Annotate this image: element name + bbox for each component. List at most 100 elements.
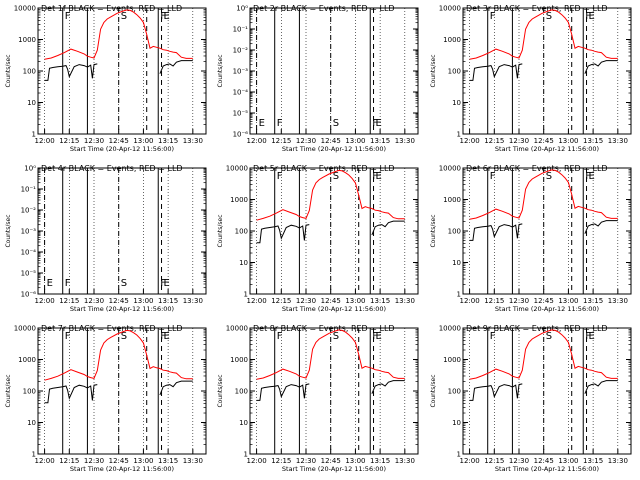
y-tick-label: 10⁰: [24, 165, 36, 173]
x-tick-label: 12:15: [59, 137, 79, 145]
x-tick-label: 12:00: [246, 457, 266, 465]
y-axis-label: Counts/sec: [430, 54, 437, 87]
event-marker-label: F: [585, 171, 591, 182]
y-tick-label: 10000: [439, 5, 461, 13]
y-tick-label: 10: [452, 99, 461, 107]
event-marker-label: S: [333, 118, 339, 129]
chart-title: Det 7r BLACK = Events, RED = LLD: [41, 324, 183, 333]
y-tick-label: 10⁻⁵: [21, 270, 37, 278]
x-tick-label: 12:30: [296, 457, 316, 465]
chart-title: Det 2r BLACK = Events, RED = LLD: [253, 4, 395, 13]
x-tick-label: 12:00: [34, 457, 54, 465]
x-axis-title: Start Time (20-Apr-12 11:56:00): [70, 145, 174, 153]
y-tick-label: 1000: [230, 356, 248, 364]
x-axis-title: Start Time (20-Apr-12 11:56:00): [70, 305, 174, 313]
y-tick-label: 1: [457, 131, 461, 139]
y-tick-label: 10: [239, 259, 248, 267]
series-line-events: [469, 60, 618, 81]
series-line-lld: [469, 329, 618, 380]
chart-title: Det 3r BLACK = Events, RED = LLD: [466, 4, 608, 13]
y-tick-label: 10⁻³: [21, 228, 37, 236]
event-marker-label: F: [160, 331, 166, 342]
y-tick-label: 100: [448, 68, 461, 76]
event-marker-label: F: [585, 11, 591, 22]
y-tick-label: 10000: [439, 165, 461, 173]
y-tick-label: 10⁻⁴: [21, 249, 37, 257]
y-tick-label: 10⁻²: [21, 207, 37, 215]
x-tick-label: 13:30: [608, 457, 628, 465]
y-tick-label: 10⁻¹: [21, 186, 37, 194]
event-marker-label: S: [121, 278, 127, 289]
y-tick-label: 10⁻⁵: [233, 110, 249, 118]
y-tick-label: 10000: [226, 325, 248, 333]
series-line-events: [44, 60, 193, 81]
y-tick-label: 10⁻⁶: [233, 131, 249, 139]
x-tick-label: 12:30: [509, 297, 529, 305]
series-line-lld: [256, 169, 405, 221]
chart-panel-2: Det 2r BLACK = Events, RED = LLD Counts/s…: [217, 4, 419, 153]
y-tick-label: 1: [244, 291, 248, 299]
x-tick-label: 12:30: [509, 457, 529, 465]
y-tick-label: 10⁻³: [233, 68, 249, 76]
chart-title: Det 4r BLACK = Events, RED = LLD: [41, 164, 183, 173]
chart-title: Det 9r BLACK = Events, RED = LLD: [466, 324, 608, 333]
series-line-lld: [469, 9, 618, 60]
chart-panel-7: Det 7r BLACK = Events, RED = LLD Counts/s…: [5, 324, 207, 473]
series-line-events: [256, 220, 405, 244]
x-tick-label: 12:30: [84, 457, 104, 465]
y-tick-label: 1000: [443, 36, 461, 44]
x-axis-title: Start Time (20-Apr-12 11:56:00): [495, 145, 599, 153]
event-marker-label: F: [65, 11, 71, 22]
event-marker-label: S: [546, 331, 552, 342]
x-tick-label: 13:30: [395, 297, 415, 305]
chart-title: Det 6r BLACK = Events, RED = LLD: [466, 164, 608, 173]
event-marker-label: S: [121, 11, 127, 22]
x-tick-label: 13:30: [608, 297, 628, 305]
y-tick-label: 1000: [18, 356, 36, 364]
event-marker-label: E: [376, 118, 382, 129]
y-tick-label: 1: [244, 451, 248, 459]
x-tick-label: 13:00: [345, 297, 365, 305]
series-line-events: [256, 380, 405, 401]
chart-panel-8: Det 8r BLACK = Events, RED = LLD Counts/s…: [217, 324, 419, 473]
chart-title: Det 1f BLACK = Events, RED = LLD: [41, 4, 182, 13]
y-axis-label: Counts/sec: [217, 54, 224, 87]
chart-title: Det 5r BLACK = Events, RED = LLD: [253, 164, 395, 173]
chart-panel-3: Det 3r BLACK = Events, RED = LLD Counts/s…: [430, 4, 632, 153]
x-tick-label: 12:00: [246, 297, 266, 305]
y-axis-label: Counts/sec: [5, 214, 12, 247]
x-tick-label: 12:45: [109, 137, 129, 145]
x-axis-title: Start Time (20-Apr-12 11:56:00): [70, 465, 174, 473]
x-tick-label: 13:15: [370, 137, 390, 145]
x-axis-title: Start Time (20-Apr-12 11:56:00): [282, 305, 386, 313]
x-axis-title: Start Time (20-Apr-12 11:56:00): [495, 465, 599, 473]
y-tick-label: 100: [448, 388, 461, 396]
x-tick-label: 12:15: [271, 137, 291, 145]
y-tick-label: 10: [452, 259, 461, 267]
x-tick-label: 12:45: [534, 457, 554, 465]
x-tick-label: 12:15: [484, 457, 504, 465]
y-tick-label: 1: [32, 451, 36, 459]
y-tick-label: 100: [235, 228, 248, 236]
event-marker-label: F: [372, 331, 378, 342]
x-tick-label: 12:30: [509, 137, 529, 145]
series-line-events: [44, 380, 193, 404]
event-marker-label: E: [589, 11, 595, 22]
y-tick-label: 10: [452, 419, 461, 427]
y-axis-label: Counts/sec: [217, 214, 224, 247]
event-marker-label: F: [372, 171, 378, 182]
y-tick-label: 10⁰: [236, 5, 248, 13]
y-tick-label: 10000: [14, 325, 36, 333]
x-tick-label: 13:00: [558, 297, 578, 305]
event-marker-label: F: [490, 171, 496, 182]
x-tick-label: 13:15: [158, 457, 178, 465]
y-tick-label: 10: [239, 419, 248, 427]
x-tick-label: 13:15: [583, 297, 603, 305]
x-tick-label: 12:00: [459, 137, 479, 145]
x-axis-title: Start Time (20-Apr-12 11:56:00): [495, 305, 599, 313]
event-marker-label: E: [164, 278, 170, 289]
event-marker-label: F: [65, 278, 71, 289]
event-marker-label: F: [490, 11, 496, 22]
x-tick-label: 13:30: [183, 457, 203, 465]
